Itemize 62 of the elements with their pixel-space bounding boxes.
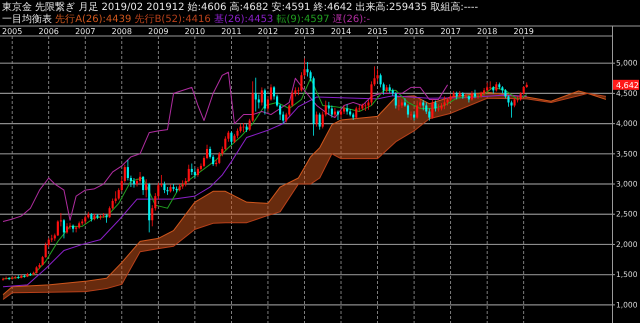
line-series (2, 72, 448, 222)
candlestick (336, 110, 340, 120)
candlestick (486, 82, 488, 92)
candlestick (230, 131, 232, 146)
candlestick (431, 99, 434, 120)
candlestick (443, 96, 446, 110)
candlestick (132, 178, 136, 188)
candlestick (514, 98, 516, 108)
candlestick (410, 111, 412, 120)
candlestick (330, 105, 333, 118)
candlestick (102, 212, 105, 218)
candlestick (422, 100, 424, 111)
x-tick-label: 2017 (440, 27, 461, 36)
candlestick (346, 104, 348, 115)
candlestick (470, 90, 474, 102)
candlestick (62, 218, 66, 239)
candlestick (264, 88, 266, 115)
x-tick-label: 2012 (258, 27, 278, 36)
candlestick (196, 166, 199, 178)
text: 4,642 (616, 80, 639, 90)
candlestick (106, 214, 108, 224)
candlestick (194, 168, 196, 178)
x-tick-label: 2009 (148, 27, 169, 36)
candlestick (190, 163, 193, 176)
candlestick (376, 68, 379, 82)
candlestick (328, 101, 330, 115)
candlestick (142, 176, 144, 196)
candlestick (188, 164, 190, 183)
candlestick (316, 111, 318, 128)
x-tick-label: 2006 (38, 27, 59, 36)
x-tick-label: 2016 (404, 27, 424, 36)
candlestick (254, 77, 257, 112)
candlestick (334, 108, 336, 118)
x-tick-label: 2005 (2, 27, 22, 36)
x-tick-label: 2013 (294, 27, 315, 36)
candlestick (434, 100, 436, 112)
candlestick (242, 122, 245, 132)
candlestick (394, 92, 397, 109)
candlestick (398, 99, 400, 111)
candlestick (260, 86, 263, 106)
candlestick (163, 181, 166, 194)
candlestick (355, 106, 358, 120)
title: 東京金 先限繋ぎ 月足 2019/02 201912 始:4606 高:4682 安:4591 終:4642 出来高:259435 取組高:---- (2, 2, 478, 13)
candlestick (66, 222, 68, 234)
candlestick (318, 112, 321, 130)
x-tick-label: 2010 (184, 27, 206, 36)
x-tick-label: 2008 (112, 27, 132, 36)
candlestick (437, 104, 440, 112)
x-tick-label: 2018 (476, 27, 498, 36)
x-tick-label: 2011 (221, 27, 242, 36)
x-tick-label: 2014 (330, 27, 352, 36)
candlestick (413, 111, 416, 121)
candlestick (172, 184, 175, 192)
candlestick (68, 222, 72, 230)
candlestick (495, 82, 498, 92)
candlestick (416, 100, 418, 120)
x-tick-label: 2007 (75, 27, 96, 36)
x-tick-label: 2015 (367, 27, 388, 36)
x-tick-label: 2019 (514, 27, 534, 36)
legend: 一目均衡表 先行A(26):4439 先行B(52):4416 基(26):4453 転(9):4597 遅(26):- (2, 14, 370, 25)
candlestick (145, 178, 148, 198)
candlestick (364, 102, 366, 112)
